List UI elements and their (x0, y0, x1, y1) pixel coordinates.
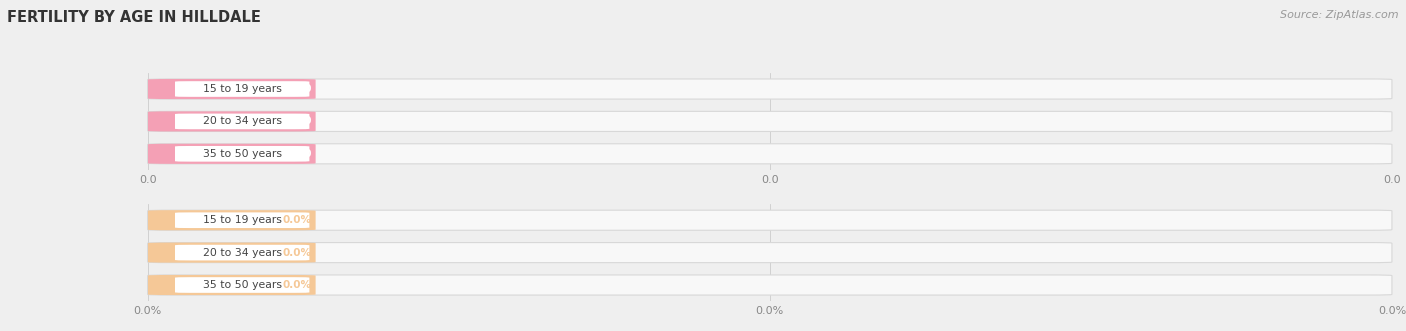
Text: Source: ZipAtlas.com: Source: ZipAtlas.com (1281, 10, 1399, 20)
FancyBboxPatch shape (148, 210, 1392, 230)
Text: 15 to 19 years: 15 to 19 years (202, 215, 281, 225)
FancyBboxPatch shape (148, 111, 1392, 131)
Text: 20 to 34 years: 20 to 34 years (202, 248, 281, 258)
Text: 15 to 19 years: 15 to 19 years (202, 84, 281, 94)
Text: 0.0%: 0.0% (283, 215, 312, 225)
FancyBboxPatch shape (148, 243, 315, 263)
Text: 0.0: 0.0 (294, 149, 312, 159)
FancyBboxPatch shape (174, 81, 309, 97)
Text: 0.0: 0.0 (294, 117, 312, 126)
Text: 35 to 50 years: 35 to 50 years (202, 280, 281, 290)
Text: 0.0: 0.0 (294, 84, 312, 94)
FancyBboxPatch shape (148, 275, 1392, 295)
FancyBboxPatch shape (148, 79, 315, 99)
Text: 0.0%: 0.0% (283, 280, 312, 290)
FancyBboxPatch shape (148, 144, 1392, 164)
Text: FERTILITY BY AGE IN HILLDALE: FERTILITY BY AGE IN HILLDALE (7, 10, 262, 25)
FancyBboxPatch shape (174, 146, 309, 162)
Text: 35 to 50 years: 35 to 50 years (202, 149, 281, 159)
Text: 0.0%: 0.0% (283, 248, 312, 258)
FancyBboxPatch shape (148, 210, 315, 230)
FancyBboxPatch shape (148, 144, 315, 164)
FancyBboxPatch shape (174, 245, 309, 260)
FancyBboxPatch shape (148, 243, 1392, 263)
FancyBboxPatch shape (148, 275, 315, 295)
FancyBboxPatch shape (174, 114, 309, 129)
FancyBboxPatch shape (148, 111, 315, 131)
Text: 20 to 34 years: 20 to 34 years (202, 117, 281, 126)
FancyBboxPatch shape (174, 277, 309, 293)
FancyBboxPatch shape (148, 79, 1392, 99)
FancyBboxPatch shape (174, 213, 309, 228)
